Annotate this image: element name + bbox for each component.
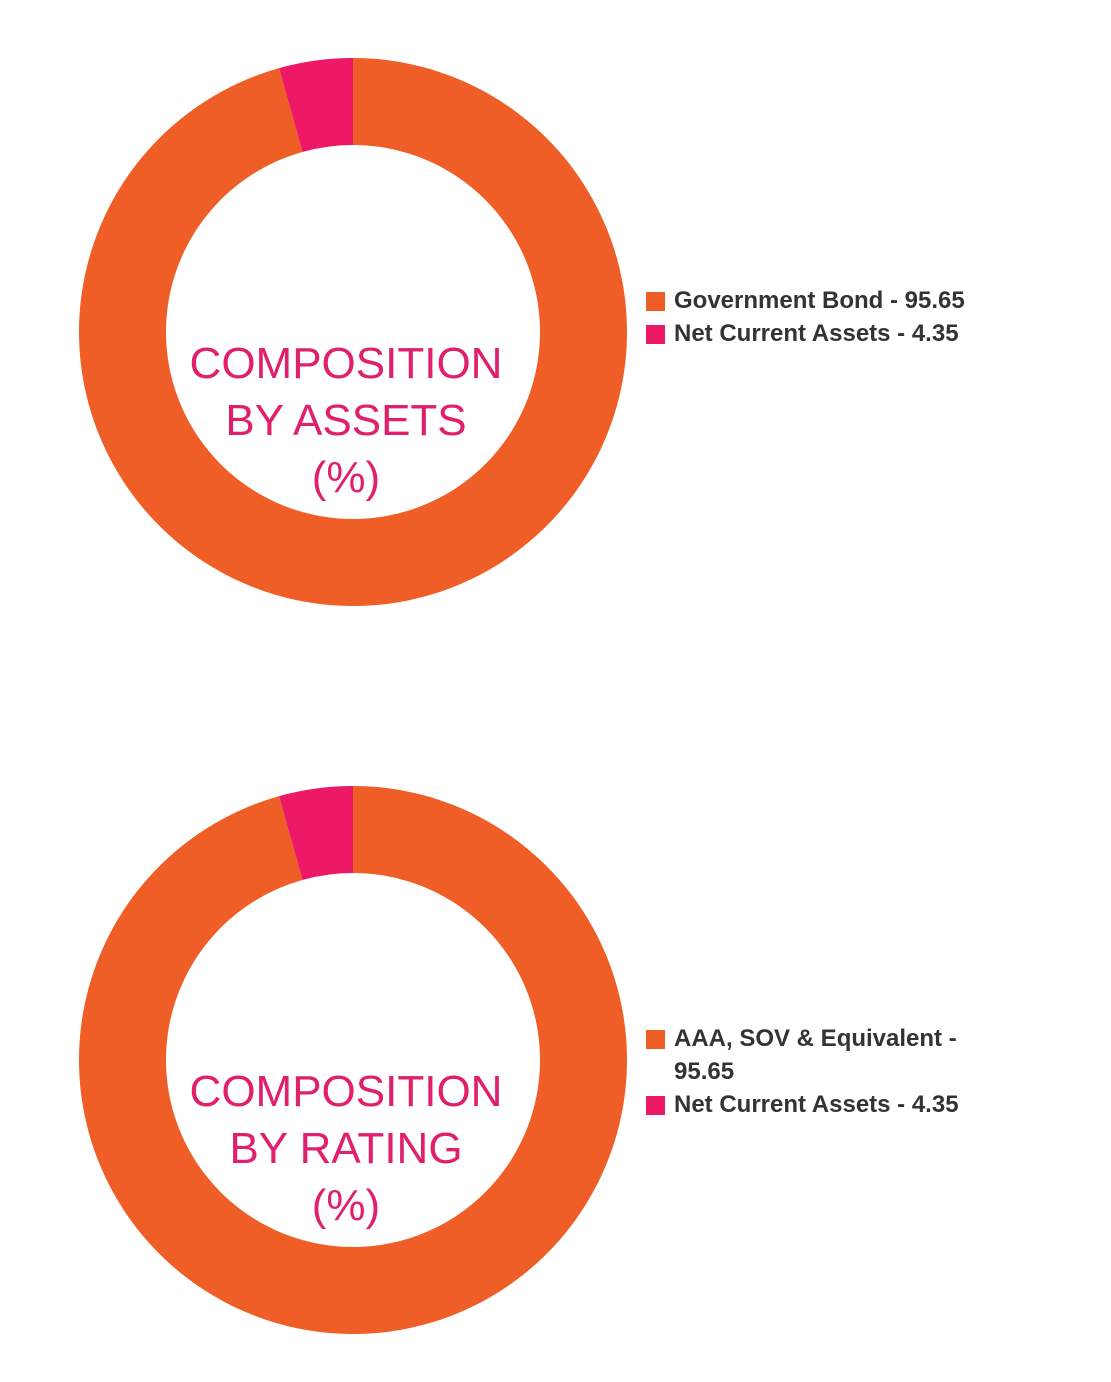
legend-label: Net Current Assets - 4.35	[674, 320, 959, 347]
legend-rating: AAA, SOV & Equivalent - 95.65 Net Curren…	[646, 1022, 1006, 1121]
composition-by-assets-chart: COMPOSITION BY ASSETS (%) Government Bon…	[0, 52, 1111, 612]
chart-title-line: (%)	[311, 453, 381, 502]
legend-label: Net Current Assets - 4.35	[674, 1091, 959, 1118]
legend-item: Net Current Assets - 4.35	[646, 1088, 1006, 1121]
donut-slice-2	[279, 58, 353, 152]
composition-by-rating-chart: COMPOSITION BY RATING (%) AAA, SOV & Equ…	[0, 780, 1111, 1340]
donut-slice-2	[279, 786, 353, 880]
donut-chart-rating	[79, 786, 627, 1334]
legend-swatch	[646, 292, 665, 311]
legend-item: AAA, SOV & Equivalent - 95.65	[646, 1022, 1006, 1088]
chart-title-line: COMPOSITION	[189, 339, 503, 388]
legend-label: Government Bond - 95.65	[674, 287, 965, 314]
legend-label: AAA, SOV & Equivalent - 95.65	[674, 1025, 957, 1085]
chart-title-assets: COMPOSITION BY ASSETS (%)	[160, 335, 532, 506]
donut-slice-1	[79, 58, 627, 606]
legend-swatch	[646, 1096, 665, 1115]
chart-title-line: COMPOSITION	[189, 1067, 503, 1116]
legend-item: Net Current Assets - 4.35	[646, 317, 1006, 350]
donut-chart-assets	[79, 58, 627, 606]
legend-item: Government Bond - 95.65	[646, 284, 1006, 317]
chart-title-rating: COMPOSITION BY RATING (%)	[160, 1063, 532, 1234]
chart-title-line: BY RATING	[229, 1124, 463, 1173]
legend-assets: Government Bond - 95.65 Net Current Asse…	[646, 284, 1006, 350]
legend-swatch	[646, 325, 665, 344]
chart-title-line: (%)	[311, 1181, 381, 1230]
donut-slice-1	[79, 786, 627, 1334]
legend-swatch	[646, 1030, 665, 1049]
chart-title-line: BY ASSETS	[225, 396, 467, 445]
